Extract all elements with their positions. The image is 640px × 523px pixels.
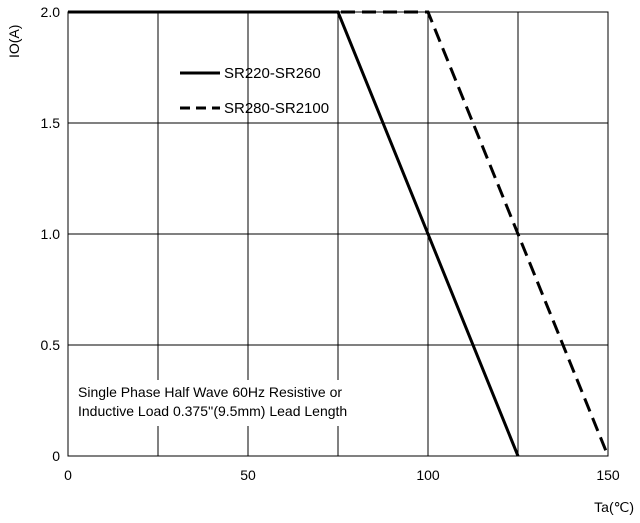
legend-label-1: SR220-SR260	[224, 65, 321, 82]
y-axis-label: IO(A)	[6, 25, 22, 58]
y-tick-label: 0.5	[41, 337, 61, 353]
x-tick-label: 50	[240, 467, 256, 483]
legend: SR220-SR260 SR280-SR2100	[180, 65, 329, 117]
annotation-background	[72, 380, 412, 426]
y-tick-label: 2.0	[41, 4, 61, 20]
annotation-line-2: Inductive Load 0.375''(9.5mm) Lead Lengt…	[78, 403, 347, 419]
y-tick-label: 0	[52, 448, 60, 464]
x-tick-label: 100	[416, 467, 440, 483]
annotation-line-1: Single Phase Half Wave 60Hz Resistive or	[78, 384, 342, 400]
y-tick-label: 1.0	[41, 226, 61, 242]
plot-frame	[67, 11, 609, 457]
x-tick-label: 0	[64, 467, 72, 483]
y-tick-label: 1.5	[41, 115, 61, 131]
x-axis-label: Ta(℃)	[594, 499, 634, 515]
legend-label-2: SR280-SR2100	[224, 100, 329, 117]
tick-labels: 0 0.5 1.0 1.5 2.0 0 50 100 150	[41, 4, 620, 483]
x-tick-label: 150	[596, 467, 620, 483]
